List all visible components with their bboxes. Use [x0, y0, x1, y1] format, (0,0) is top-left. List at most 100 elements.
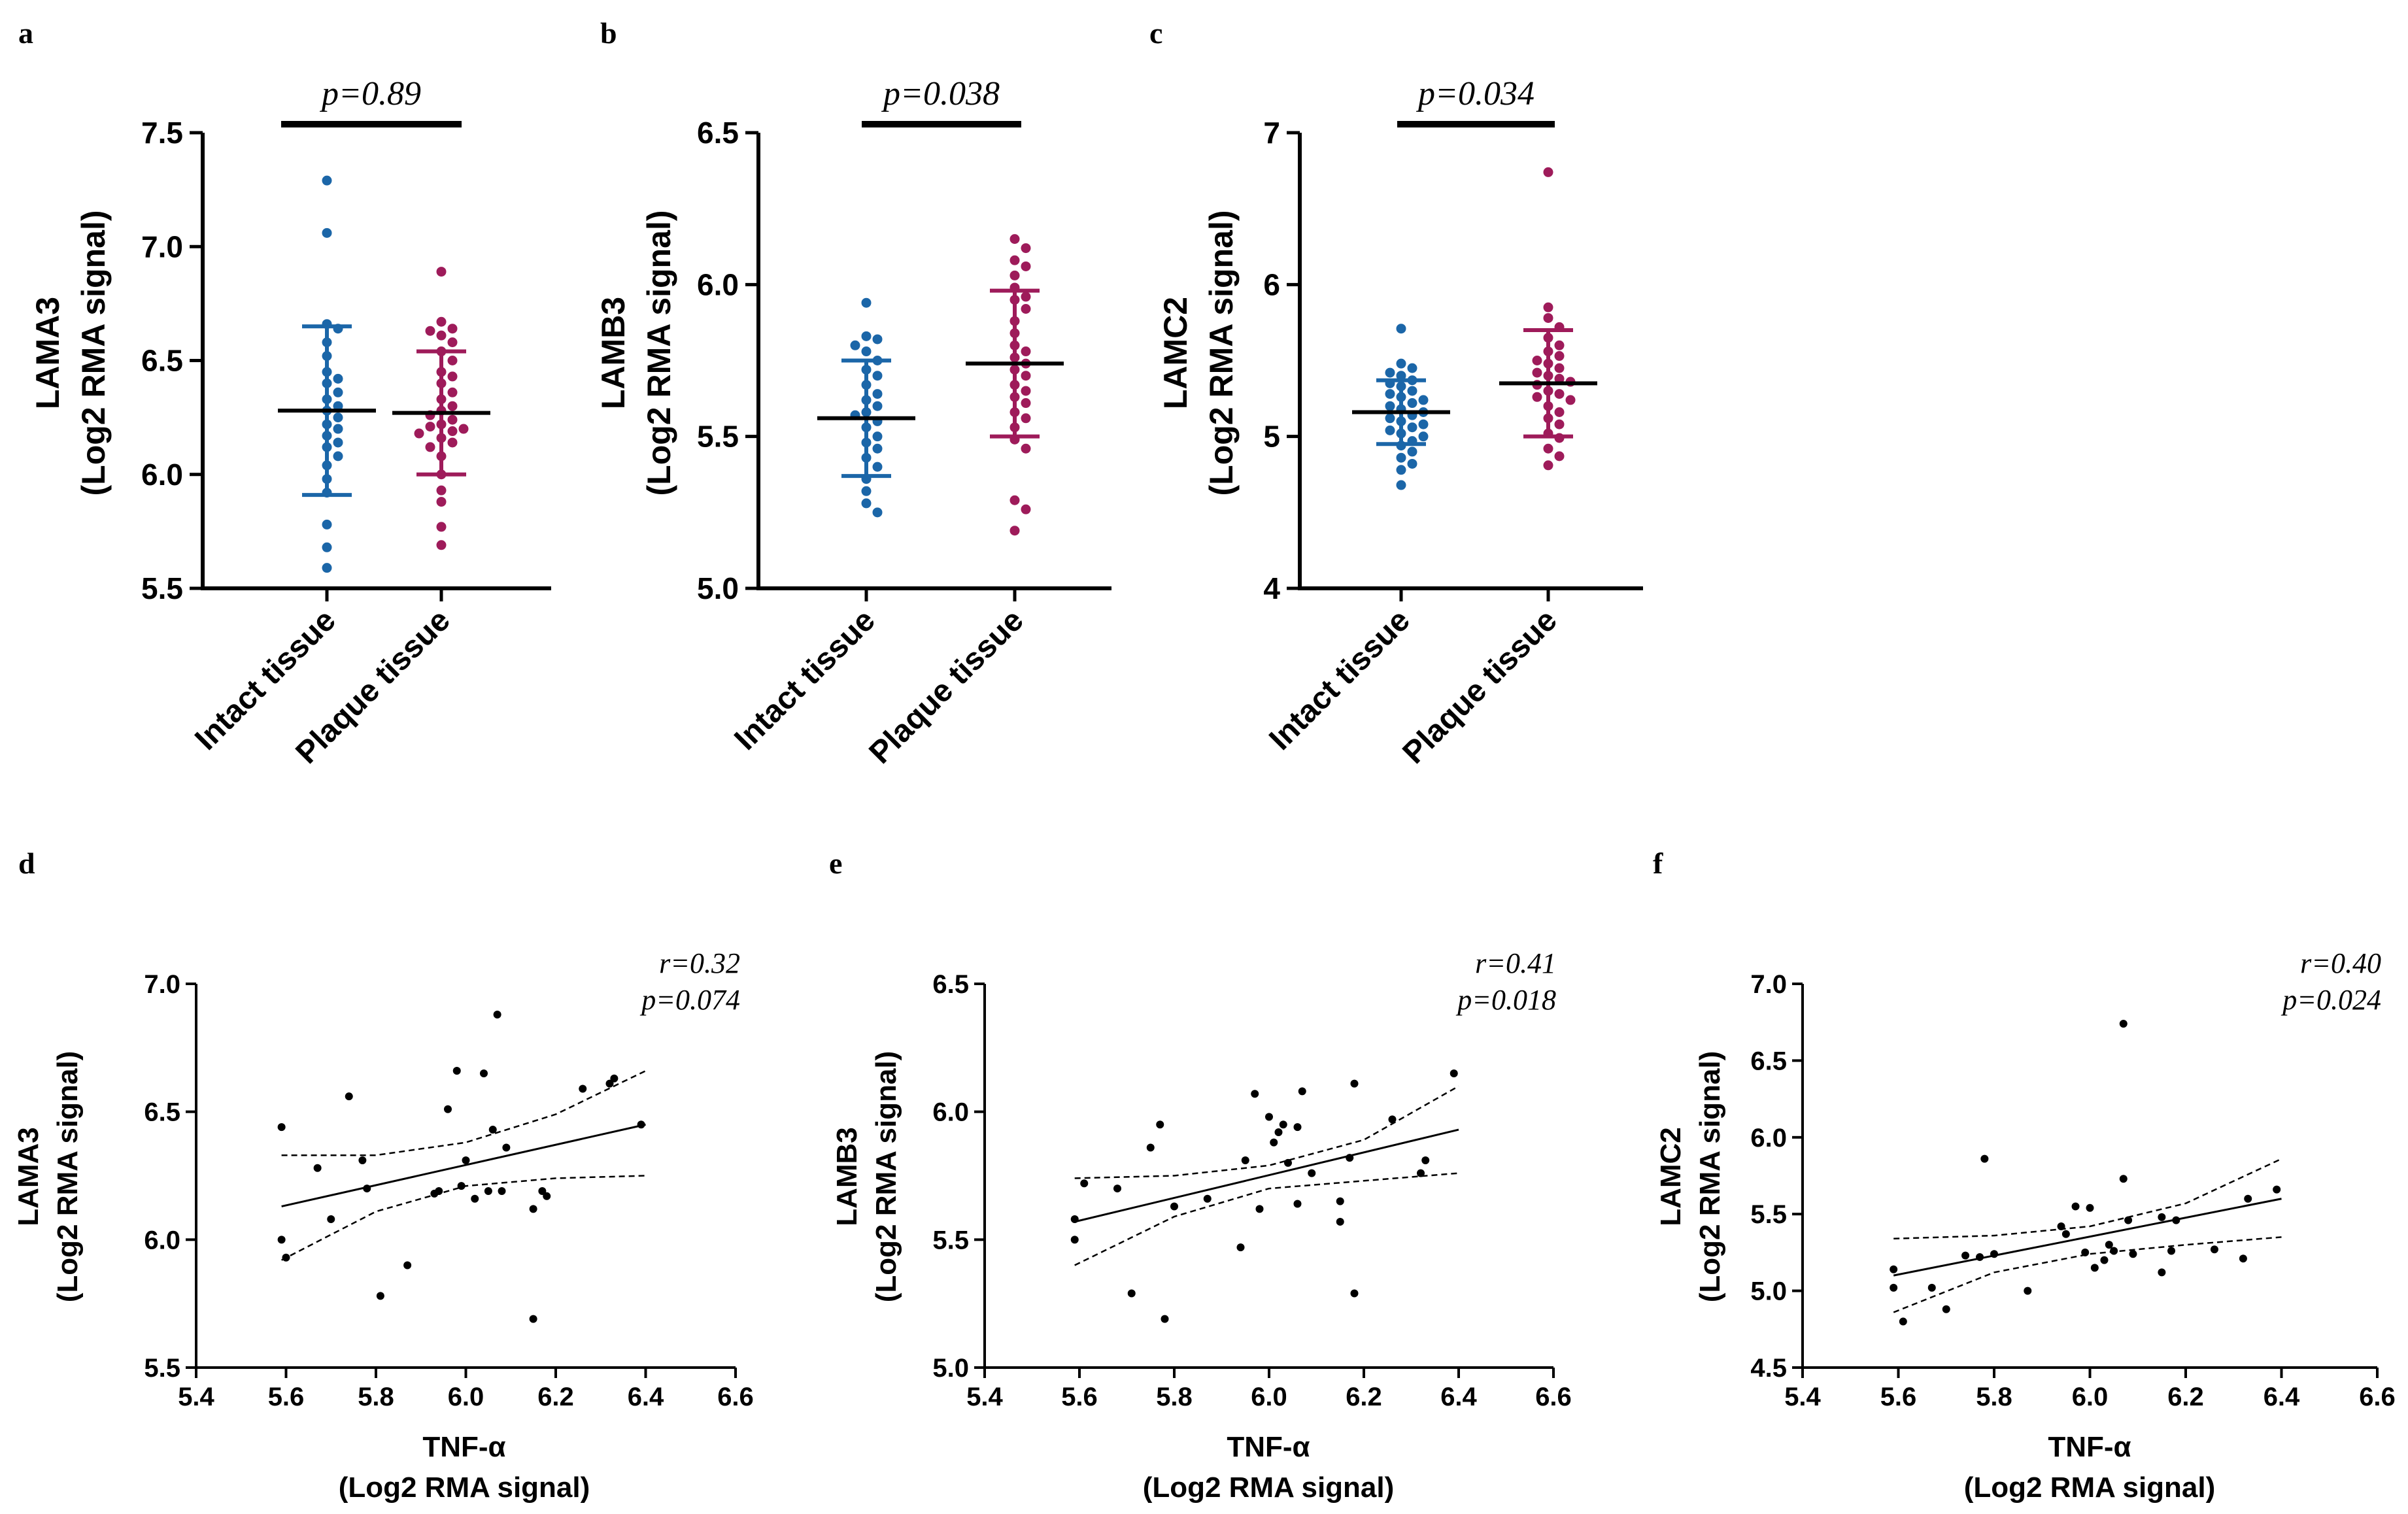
data-point [2172, 1216, 2180, 1224]
ci-lower-band [1893, 1236, 2282, 1313]
data-point [333, 373, 343, 384]
y-axis-title-line2: (Log2 RMA signal) [75, 210, 112, 496]
y-axis-title-line2: (Log2 RMA signal) [870, 1051, 902, 1303]
data-point [1543, 371, 1553, 381]
data-point [1251, 1090, 1259, 1098]
data-point [1127, 1289, 1136, 1298]
data-point [1070, 1215, 1079, 1224]
data-point [322, 542, 332, 552]
data-point [1009, 352, 1020, 363]
data-point [1450, 1069, 1458, 1077]
data-point [1554, 351, 1565, 362]
x-tick-label: 5.6 [1880, 1383, 1917, 1411]
data-point [1385, 401, 1395, 411]
y-tick-label: 4.5 [1750, 1354, 1787, 1383]
data-point [1385, 367, 1395, 378]
panel-label-b: b [600, 16, 617, 50]
y-axis-title-line2: (Log2 RMA signal) [641, 210, 677, 496]
y-tick-label: 5.5 [144, 1354, 180, 1383]
data-point [861, 331, 872, 341]
ci-lower-band [281, 1175, 646, 1261]
data-point [1554, 419, 1565, 429]
data-point [1396, 428, 1406, 439]
data-point [1113, 1185, 1121, 1193]
data-point [2081, 1248, 2090, 1256]
data-point [1543, 358, 1553, 369]
data-point [1980, 1154, 1989, 1163]
data-point [1961, 1251, 1970, 1260]
data-point [436, 419, 447, 429]
x-tick-label: 5.4 [1784, 1383, 1821, 1411]
data-point [1396, 465, 1406, 475]
data-point [2158, 1268, 2166, 1277]
data-point [322, 442, 332, 452]
p-value-label: p=0.038 [881, 75, 1000, 112]
regression-line [1893, 1198, 2282, 1277]
data-point [403, 1261, 412, 1270]
data-point [1407, 398, 1417, 409]
data-point [872, 371, 883, 381]
data-point [425, 422, 435, 432]
data-point [1407, 446, 1417, 457]
data-point [1396, 441, 1406, 451]
data-point [322, 319, 332, 329]
data-point [1350, 1079, 1359, 1088]
data-point [358, 1156, 367, 1165]
data-point [872, 507, 883, 518]
data-point [414, 428, 424, 439]
data-point [1899, 1317, 1907, 1326]
r-value-label: r=0.32 [659, 947, 740, 979]
data-point [436, 540, 447, 550]
data-point [1407, 422, 1417, 433]
data-point [498, 1186, 506, 1195]
data-point [1021, 292, 1031, 302]
data-point [1396, 358, 1406, 369]
ci-upper-band [281, 1069, 647, 1156]
y-tick-label: 6.5 [932, 970, 969, 999]
data-point [1554, 340, 1565, 350]
data-point [1927, 1283, 1936, 1292]
data-point [872, 462, 883, 472]
data-point [2119, 1020, 2128, 1028]
data-point [277, 1236, 286, 1244]
y-tick-label: 5 [1263, 420, 1280, 454]
data-point [1021, 413, 1031, 424]
x-tick-label: 5.8 [1156, 1383, 1193, 1411]
data-point [484, 1186, 492, 1195]
x-axis-title-line2: (Log2 RMA signal) [339, 1472, 590, 1504]
ci-upper-band [1893, 1158, 2282, 1240]
data-point [447, 437, 458, 448]
ci-upper-band [1074, 1085, 1459, 1179]
data-point [1396, 416, 1406, 426]
data-point [1418, 395, 1429, 405]
y-tick-label: 6.0 [144, 1226, 180, 1254]
y-tick-label: 7.5 [141, 116, 183, 150]
data-point [322, 519, 332, 530]
data-point [2167, 1247, 2176, 1255]
data-point [2124, 1216, 2133, 1224]
data-point [1156, 1120, 1164, 1129]
y-tick-label: 6.5 [141, 344, 183, 378]
data-point [1543, 333, 1553, 343]
data-point [1009, 282, 1020, 293]
data-point [872, 389, 883, 399]
data-point [1203, 1194, 1212, 1203]
data-point [1274, 1128, 1283, 1136]
data-point [447, 414, 458, 425]
data-point [861, 380, 872, 390]
data-point [493, 1010, 501, 1018]
data-point [436, 367, 447, 377]
y-axis-title-line1: LAMB3 [595, 297, 632, 409]
data-point [1009, 407, 1020, 417]
x-tick-label: 5.8 [1976, 1383, 2012, 1411]
y-tick-label: 7 [1263, 116, 1280, 150]
data-point [872, 431, 883, 442]
panel-label-f: f [1653, 847, 1663, 880]
x-axis-title-line2: (Log2 RMA signal) [1143, 1472, 1395, 1504]
data-point [1396, 324, 1406, 334]
data-point [1418, 431, 1429, 442]
data-point [1532, 392, 1542, 402]
data-point [872, 443, 883, 454]
data-point [1336, 1217, 1344, 1226]
data-point [1284, 1158, 1292, 1167]
